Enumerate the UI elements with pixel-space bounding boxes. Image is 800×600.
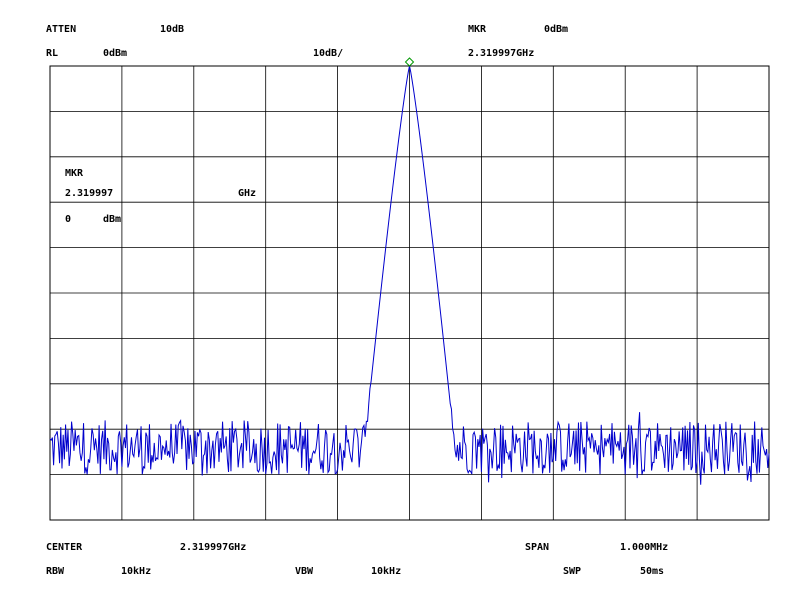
atten-label: ATTEN: [46, 24, 77, 35]
span-value: 1.000MHz: [620, 542, 669, 553]
scale-value: 10dB/: [313, 48, 344, 59]
marker-box-frequency: 2.319997: [65, 188, 114, 199]
center-label: CENTER: [46, 542, 83, 553]
mkr-value: 0dBm: [544, 24, 569, 35]
vbw-value: 10kHz: [371, 566, 402, 577]
mkr-label: MKR: [468, 24, 487, 35]
atten-value: 10dB: [160, 24, 185, 35]
rl-value: 0dBm: [103, 48, 128, 59]
swp-label: SWP: [563, 566, 582, 577]
span-label: SPAN: [525, 542, 550, 553]
marker-box-label: MKR: [65, 168, 84, 179]
marker-diamond-icon: [404, 57, 415, 67]
vbw-label: VBW: [295, 566, 314, 577]
rbw-label: RBW: [46, 566, 65, 577]
marker-box-level: 0: [65, 214, 72, 225]
marker-box-frequency-unit: GHz: [238, 188, 257, 199]
rl-label: RL: [46, 48, 59, 59]
center-value: 2.319997GHz: [180, 542, 247, 553]
marker-box-level-unit: dBm: [103, 214, 122, 225]
graticule: [49, 65, 770, 521]
rbw-value: 10kHz: [121, 566, 152, 577]
mkr-frequency: 2.319997GHz: [468, 48, 535, 59]
swp-value: 50ms: [640, 566, 665, 577]
